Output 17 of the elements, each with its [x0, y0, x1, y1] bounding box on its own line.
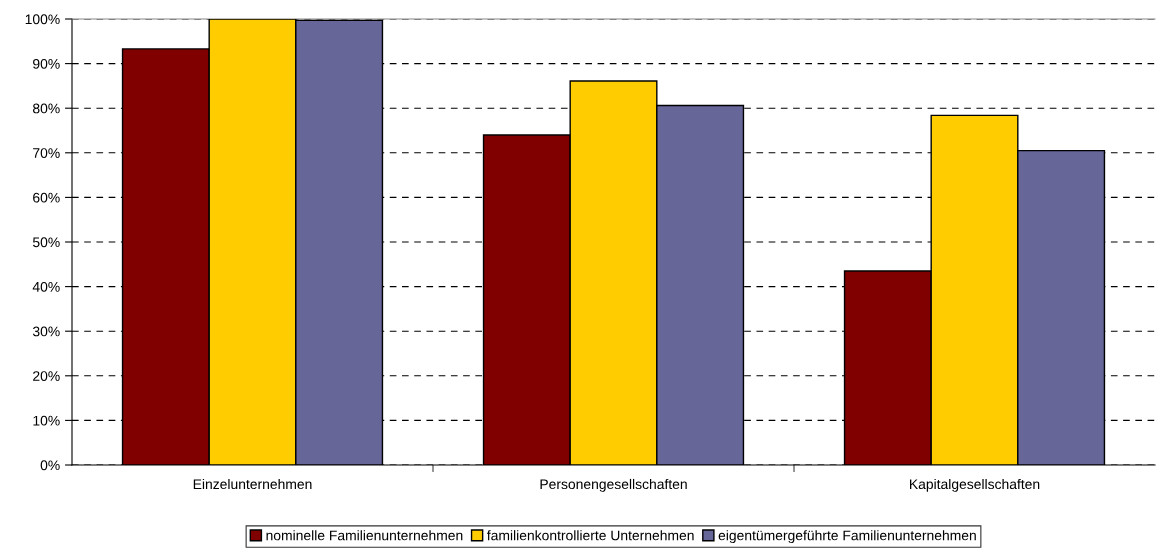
y-tick-label: 0%	[40, 460, 60, 471]
y-tick-label: 90%	[33, 58, 60, 69]
y-tick-label: 60%	[33, 192, 60, 203]
y-tick-label: 30%	[32, 326, 60, 337]
y-tick-label: 10%	[33, 415, 60, 426]
legend-label: eigentümergeführte Familienunternehmen	[718, 530, 976, 544]
y-tick-label: 50%	[32, 237, 60, 248]
y-tick-label: 40%	[32, 281, 60, 292]
legend-label: nominelle Familienunternehmen	[266, 530, 463, 541]
legend-label: familienkontrollierte Unternehmen	[487, 530, 694, 541]
y-tick-label: 20%	[33, 371, 60, 381]
y-tick-label: 100%	[25, 14, 60, 25]
x-tick-label: Kapitalgesellschaften	[910, 478, 1040, 492]
x-tick-label: Einzelunternehmen	[193, 478, 312, 490]
x-tick-label: Personengesellschaften	[540, 478, 687, 492]
y-tick-label: 80%	[33, 103, 60, 114]
y-tick-label: 70%	[33, 148, 60, 158]
